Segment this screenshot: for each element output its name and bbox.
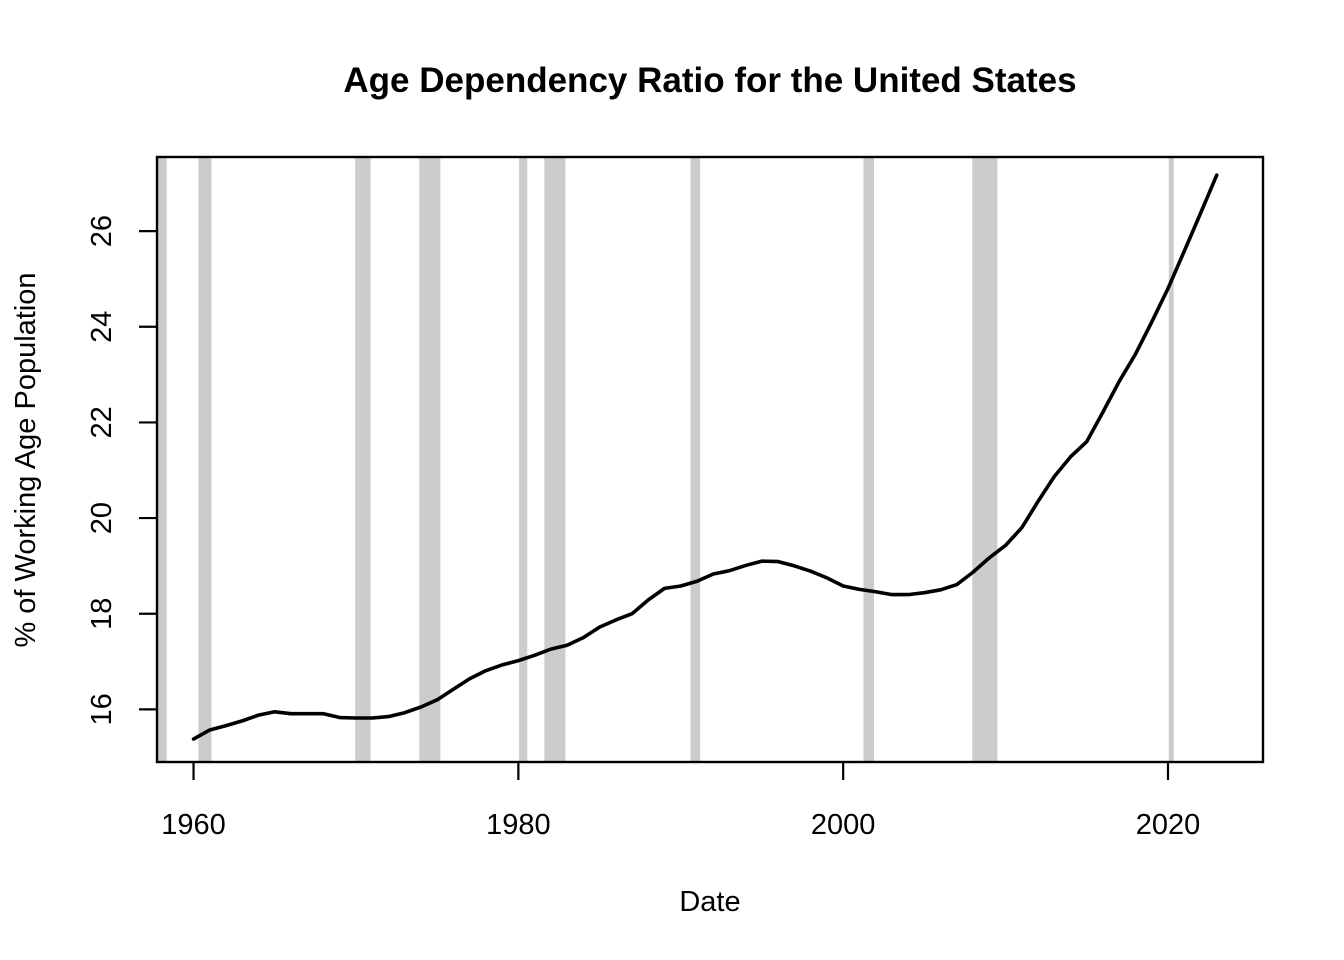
recession-band [355, 157, 371, 762]
recession-band [1168, 157, 1174, 762]
recession-band [419, 157, 441, 762]
recession-band [519, 157, 528, 762]
y-tick-label: 18 [86, 598, 118, 630]
chart-title: Age Dependency Ratio for the United Stat… [343, 61, 1076, 100]
x-tick-label: 1960 [161, 809, 226, 841]
recession-band [690, 157, 701, 762]
y-tick-label: 20 [86, 502, 118, 534]
recession-band [544, 157, 566, 762]
recession-band [157, 157, 167, 762]
recession-band [198, 157, 212, 762]
x-tick-label: 2000 [811, 809, 876, 841]
y-tick-label: 24 [86, 311, 118, 343]
x-axis-label: Date [679, 886, 740, 918]
plot-frame [155, 155, 1265, 764]
x-tick-label: 1980 [486, 809, 551, 841]
y-tick-label: 16 [86, 693, 118, 725]
y-axis-label: % of Working Age Population [10, 272, 42, 647]
y-tick-label: 22 [86, 406, 118, 438]
recession-band [863, 157, 875, 762]
x-tick-label: 2020 [1136, 809, 1201, 841]
series-line [191, 173, 1219, 741]
recession-shading [157, 157, 1174, 762]
recession-band [972, 157, 998, 762]
axes: 1960 1980 2000 2020 16 18 20 22 24 26 [86, 215, 1200, 841]
y-tick-label: 26 [86, 215, 118, 247]
